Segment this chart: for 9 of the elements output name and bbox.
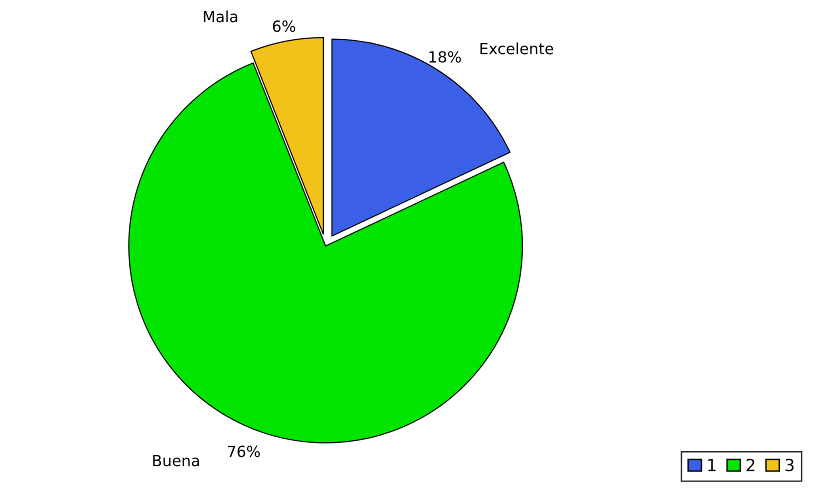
data-label: 6% [272,20,296,32]
legend-label: 1 [708,458,716,472]
text: Buena [153,454,199,466]
text: Excelente [480,42,554,54]
legend-label: 2 [746,458,754,472]
legend-label: 3 [786,458,794,472]
data-label: 18% [429,51,461,63]
text: Mala [204,10,238,22]
data-label: 76% [228,446,260,458]
